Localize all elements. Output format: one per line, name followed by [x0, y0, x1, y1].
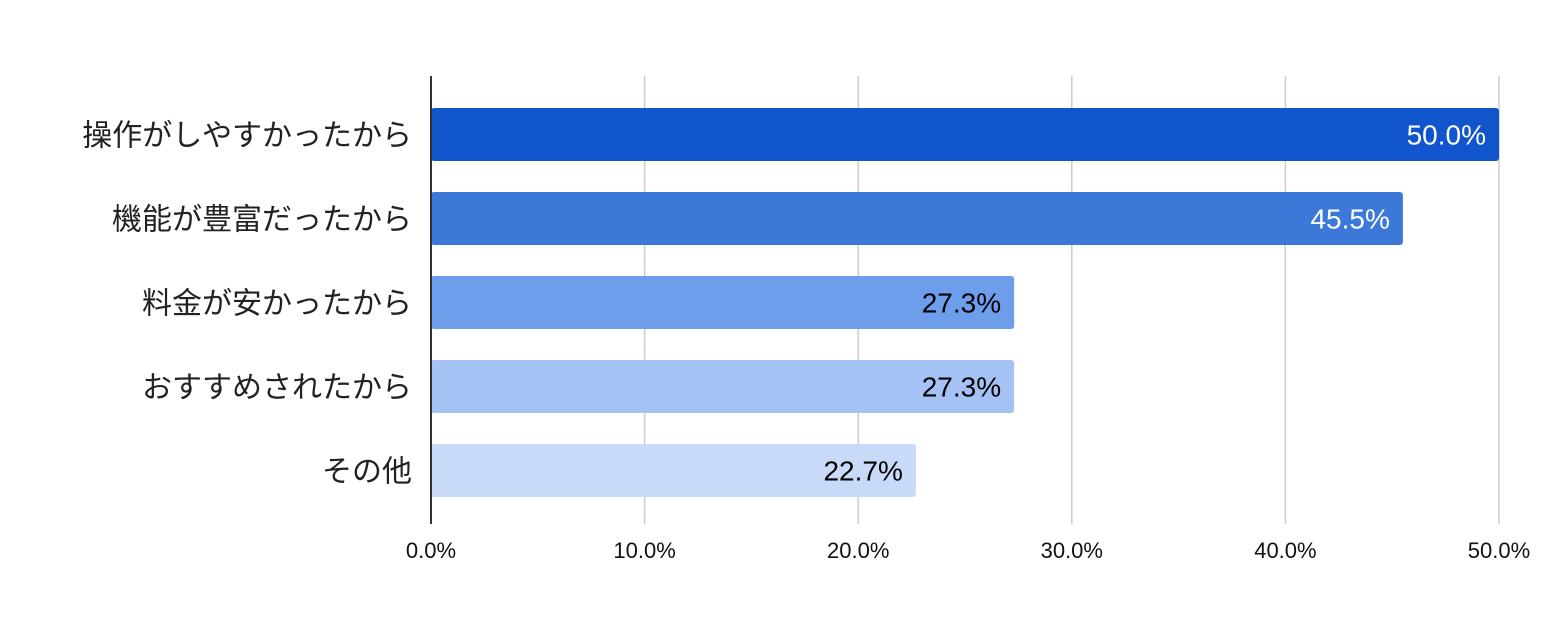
- data-label: 22.7%: [823, 456, 902, 487]
- bar: [431, 444, 916, 497]
- category-label: 料金が安かったから: [142, 287, 412, 322]
- data-label: 50.0%: [1407, 120, 1486, 151]
- x-tick-label: 10.0%: [613, 538, 675, 563]
- category-label: 操作がしやすかったから: [82, 119, 412, 154]
- category-label: その他: [322, 455, 412, 490]
- data-label: 27.3%: [922, 288, 1001, 319]
- x-tick-label: 50.0%: [1468, 538, 1530, 563]
- bar: [431, 108, 1499, 161]
- x-tick-label: 0.0%: [406, 538, 456, 563]
- data-label: 45.5%: [1310, 204, 1389, 235]
- bar: [431, 360, 1015, 413]
- x-tick-label: 20.0%: [827, 538, 889, 563]
- data-label: 27.3%: [922, 372, 1001, 403]
- bars: [431, 108, 1499, 497]
- labels: 0.0% 10.0% 20.0% 30.0% 40.0% 50.0% 操作がしやすかったから…: [82, 119, 1530, 564]
- category-label: 機能が豊富だったから: [112, 203, 412, 238]
- bar: [431, 276, 1015, 329]
- x-tick-label: 40.0%: [1254, 538, 1316, 563]
- bar: [431, 192, 1403, 245]
- x-tick-label: 30.0%: [1041, 538, 1103, 563]
- category-label: おすすめされたから: [142, 371, 412, 406]
